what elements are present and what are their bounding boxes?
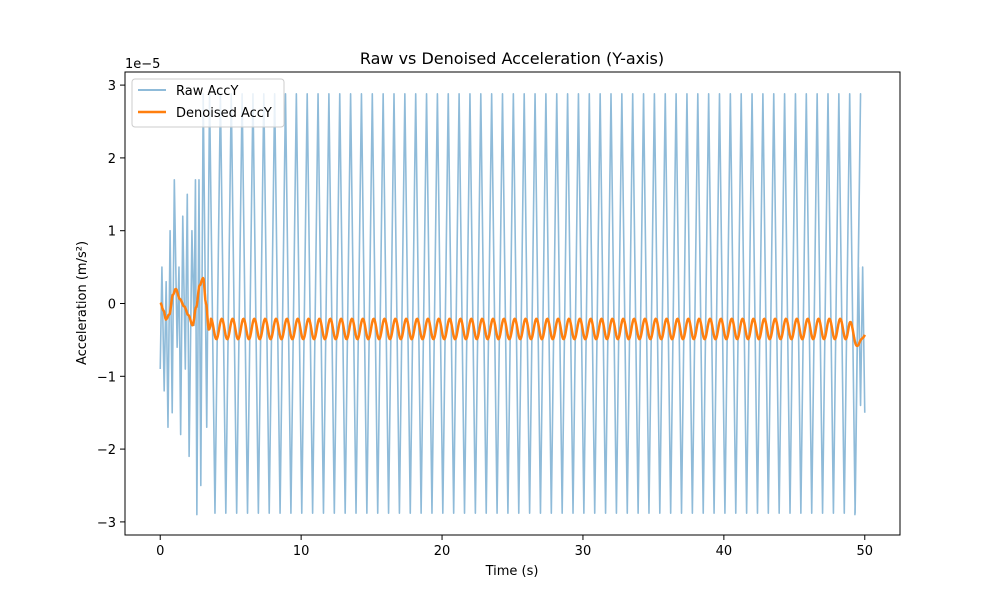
- y-tick-label: −3: [97, 516, 116, 531]
- x-tick-label: 40: [716, 544, 733, 559]
- x-tick-label: 50: [856, 544, 873, 559]
- x-axis-label: Time (s): [485, 564, 539, 579]
- y-tick-label: 1: [108, 225, 116, 240]
- legend: Raw AccY Denoised AccY: [131, 78, 285, 128]
- y-offset-label: 1e−5: [125, 57, 160, 72]
- legend-label-raw: Raw AccY: [176, 84, 238, 99]
- y-tick-label: 0: [108, 298, 116, 313]
- plot-area: [159, 93, 866, 516]
- series-line-raw: [159, 93, 866, 516]
- x-tick-label: 10: [293, 544, 310, 559]
- x-tick-label: 0: [156, 544, 164, 559]
- legend-box: [131, 78, 285, 128]
- y-axis: −3 −2 −1 0 1 2 3: [97, 79, 125, 531]
- y-tick-label: 2: [108, 152, 116, 167]
- y-tick-label: 3: [108, 79, 116, 94]
- y-tick-label: −2: [97, 443, 116, 458]
- legend-label-denoised: Denoised AccY: [176, 106, 272, 121]
- x-tick-label: 30: [575, 544, 592, 559]
- x-axis: 0 10 20 30 40 50: [156, 535, 873, 559]
- x-tick-label: 20: [434, 544, 451, 559]
- y-tick-label: −1: [97, 370, 116, 385]
- chart-title: Raw vs Denoised Acceleration (Y-axis): [360, 49, 664, 68]
- y-axis-label: Acceleration (m/s²): [75, 241, 90, 365]
- series-line-denoised: [159, 276, 866, 348]
